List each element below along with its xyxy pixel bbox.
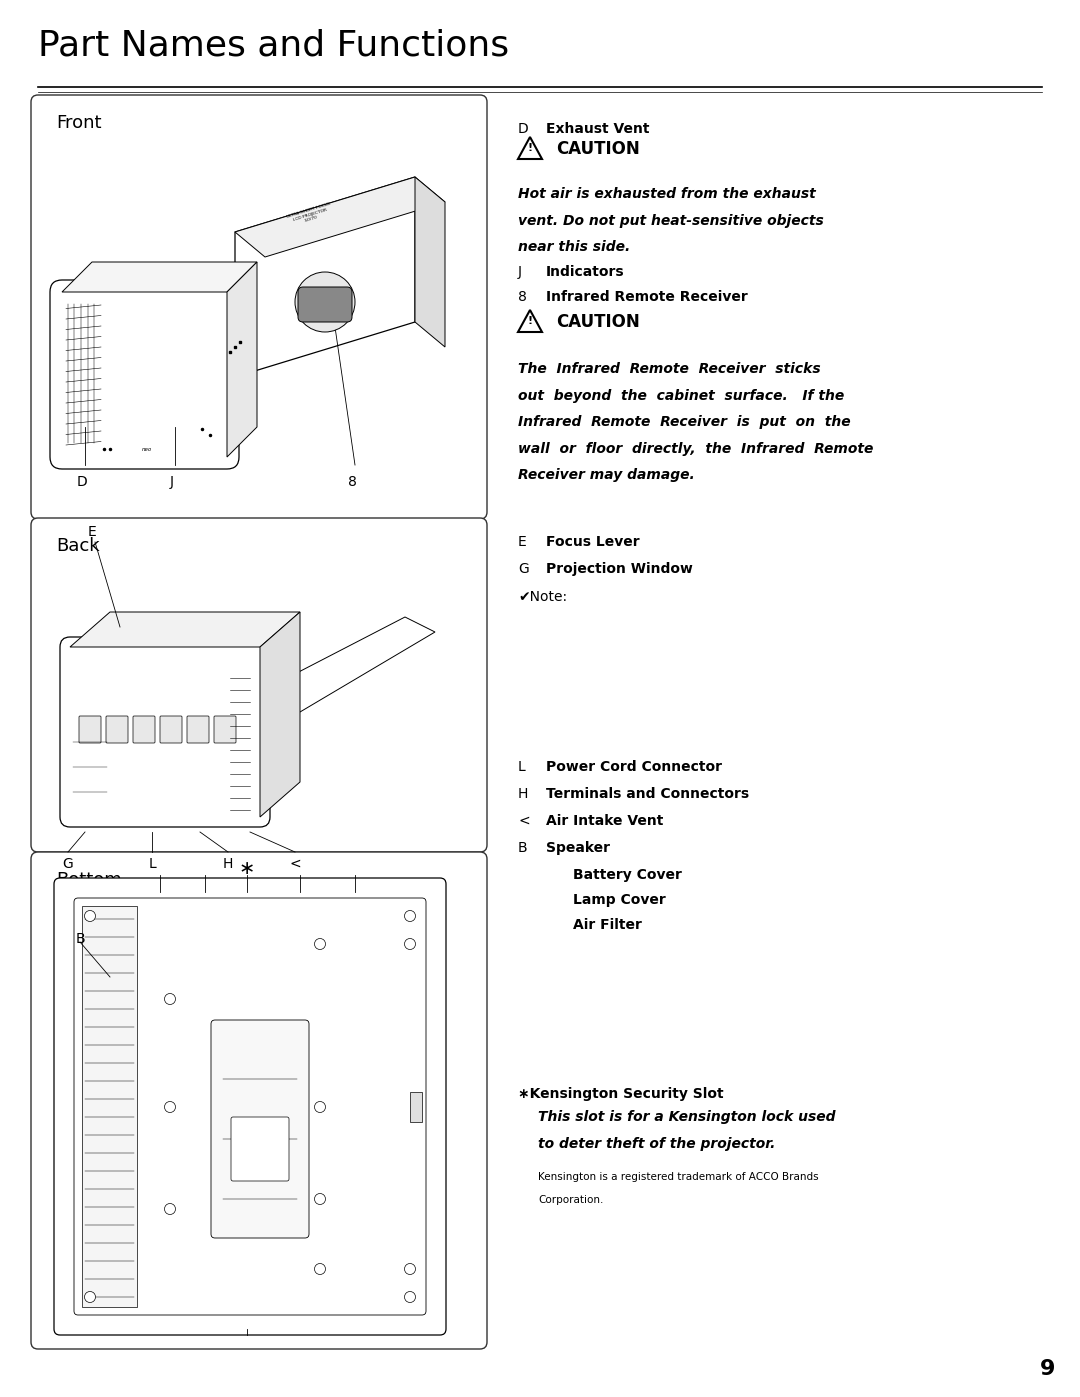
Text: Corporation.: Corporation.: [538, 1194, 604, 1206]
Circle shape: [405, 1291, 416, 1302]
Text: !: !: [527, 316, 532, 326]
Polygon shape: [227, 263, 257, 457]
Circle shape: [314, 1193, 325, 1204]
Circle shape: [164, 1101, 176, 1112]
Bar: [82, 907, 137, 1308]
Text: Terminals and Connectors: Terminals and Connectors: [546, 787, 750, 800]
Polygon shape: [260, 612, 300, 817]
Text: Receiver may damage.: Receiver may damage.: [518, 468, 694, 482]
FancyBboxPatch shape: [63, 645, 116, 824]
Text: Kensington is a registered trademark of ACCO Brands: Kensington is a registered trademark of …: [538, 1172, 819, 1182]
Text: Back: Back: [56, 536, 99, 555]
FancyBboxPatch shape: [31, 95, 487, 520]
Text: Front: Front: [56, 115, 102, 131]
FancyBboxPatch shape: [50, 279, 239, 469]
Text: Lamp Cover: Lamp Cover: [573, 893, 665, 907]
Text: E: E: [518, 535, 527, 549]
Text: Bottom: Bottom: [56, 870, 122, 888]
Polygon shape: [235, 177, 415, 377]
FancyBboxPatch shape: [214, 717, 237, 743]
Text: The  Infrared  Remote  Receiver  sticks: The Infrared Remote Receiver sticks: [518, 362, 821, 376]
Text: H: H: [518, 787, 528, 800]
FancyBboxPatch shape: [133, 717, 156, 743]
Polygon shape: [70, 612, 300, 647]
Text: Battery Cover: Battery Cover: [573, 868, 681, 882]
Text: B: B: [518, 841, 528, 855]
FancyBboxPatch shape: [75, 898, 426, 1315]
Polygon shape: [62, 263, 257, 292]
Polygon shape: [260, 617, 435, 712]
Text: ULTRA-SHORT FOCUS
LCD PROJECTOR
3,0/70: ULTRA-SHORT FOCUS LCD PROJECTOR 3,0/70: [286, 203, 334, 228]
Text: G: G: [518, 562, 529, 576]
Circle shape: [405, 939, 416, 950]
FancyBboxPatch shape: [31, 518, 487, 852]
Circle shape: [84, 1291, 95, 1302]
Text: wall  or  floor  directly,  the  Infrared  Remote: wall or floor directly, the Infrared Rem…: [518, 441, 874, 455]
Text: <: <: [518, 814, 529, 828]
Text: near this side.: near this side.: [518, 240, 631, 254]
Polygon shape: [227, 317, 235, 367]
FancyBboxPatch shape: [31, 852, 487, 1350]
Text: Projection Window: Projection Window: [546, 562, 693, 576]
Circle shape: [164, 1203, 176, 1214]
Text: !: !: [527, 142, 532, 154]
Text: <: <: [289, 856, 301, 870]
Text: 8: 8: [348, 475, 356, 489]
Text: Power Cord Connector: Power Cord Connector: [546, 760, 723, 774]
Text: ∗Kensington Security Slot: ∗Kensington Security Slot: [518, 1087, 724, 1101]
Text: E: E: [87, 525, 96, 539]
Text: ∗: ∗: [239, 859, 255, 879]
Text: D: D: [518, 122, 529, 136]
Text: Exhaust Vent: Exhaust Vent: [546, 122, 649, 136]
Text: 9: 9: [1040, 1359, 1055, 1379]
Circle shape: [405, 911, 416, 922]
Text: Hot air is exhausted from the exhaust: Hot air is exhausted from the exhaust: [518, 187, 815, 201]
Text: L: L: [148, 856, 156, 870]
Text: Infrared  Remote  Receiver  is  put  on  the: Infrared Remote Receiver is put on the: [518, 415, 851, 429]
Circle shape: [164, 993, 176, 1004]
Text: Infrared Remote Receiver: Infrared Remote Receiver: [546, 291, 747, 305]
Text: to deter theft of the projector.: to deter theft of the projector.: [538, 1137, 775, 1151]
Circle shape: [405, 1263, 416, 1274]
Text: L: L: [518, 760, 526, 774]
Text: Speaker: Speaker: [546, 841, 610, 855]
FancyBboxPatch shape: [187, 717, 210, 743]
FancyBboxPatch shape: [211, 1020, 309, 1238]
FancyBboxPatch shape: [79, 717, 102, 743]
Text: G: G: [63, 856, 73, 870]
Circle shape: [314, 939, 325, 950]
Text: D: D: [77, 475, 87, 489]
Bar: [410, 1091, 422, 1122]
Text: out  beyond  the  cabinet  surface.   If the: out beyond the cabinet surface. If the: [518, 388, 845, 402]
Text: Air Intake Vent: Air Intake Vent: [546, 814, 663, 828]
Text: neo: neo: [141, 447, 152, 453]
Text: J: J: [518, 265, 522, 279]
Text: This slot is for a Kensington lock used: This slot is for a Kensington lock used: [538, 1111, 836, 1125]
Text: 8: 8: [518, 291, 527, 305]
FancyBboxPatch shape: [54, 877, 446, 1336]
Text: CAUTION: CAUTION: [556, 313, 639, 331]
FancyBboxPatch shape: [60, 637, 270, 827]
Text: J: J: [170, 475, 174, 489]
Text: ✔Note:: ✔Note:: [518, 590, 567, 604]
Text: Air Filter: Air Filter: [573, 918, 642, 932]
Circle shape: [84, 911, 95, 922]
Text: Indicators: Indicators: [546, 265, 624, 279]
Text: Part Names and Functions: Part Names and Functions: [38, 28, 509, 61]
Text: Focus Lever: Focus Lever: [546, 535, 639, 549]
Circle shape: [314, 1263, 325, 1274]
Text: B: B: [76, 932, 85, 946]
FancyBboxPatch shape: [106, 717, 129, 743]
Text: vent. Do not put heat-sensitive objects: vent. Do not put heat-sensitive objects: [518, 214, 824, 228]
Polygon shape: [415, 177, 445, 346]
Circle shape: [295, 272, 355, 332]
FancyBboxPatch shape: [298, 286, 352, 321]
FancyBboxPatch shape: [160, 717, 183, 743]
FancyBboxPatch shape: [231, 1118, 289, 1180]
Text: H: H: [222, 856, 233, 870]
Polygon shape: [235, 177, 445, 257]
Text: CAUTION: CAUTION: [556, 140, 639, 158]
Circle shape: [314, 1101, 325, 1112]
